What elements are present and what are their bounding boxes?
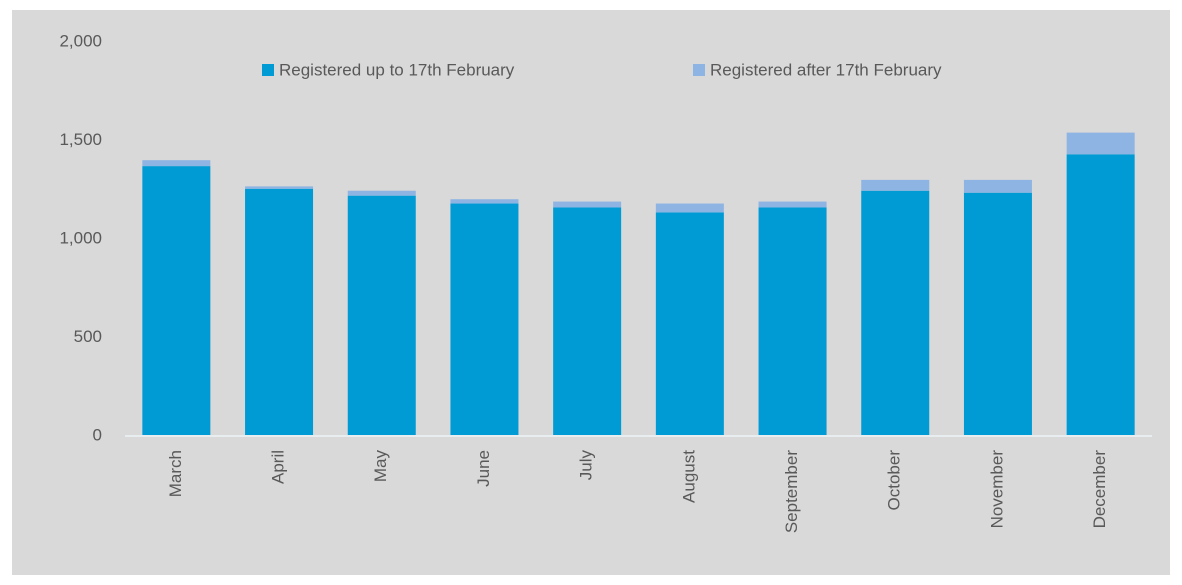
x-tick-label: April [269, 450, 288, 484]
bar-segment [1066, 154, 1135, 437]
bar-segment [347, 190, 416, 196]
y-tick-label: 1,000 [59, 228, 102, 247]
x-tick-label: December [1090, 450, 1109, 529]
legend-label: Registered up to 17th February [279, 60, 515, 79]
bar-segment [553, 201, 622, 208]
bar-segment [861, 190, 930, 436]
x-tick-label: September [782, 450, 801, 533]
bar-segment [758, 207, 827, 436]
bar-segment [142, 166, 211, 437]
bar-segment [963, 179, 1032, 193]
x-tick-label: March [166, 450, 185, 497]
bar-segment [245, 186, 314, 189]
bar-segment [450, 199, 519, 204]
bar-segment [655, 203, 724, 213]
y-tick-label: 2,000 [59, 31, 102, 50]
bar-segment [142, 160, 211, 167]
y-tick-label: 500 [74, 327, 102, 346]
y-tick-label: 0 [93, 425, 102, 444]
bar-segment [245, 188, 314, 436]
bar-segment [861, 179, 930, 191]
legend-swatch [262, 64, 274, 76]
x-tick-label: November [987, 450, 1006, 529]
x-tick-label: August [679, 450, 698, 503]
bar-segment [758, 201, 827, 208]
bar-segment [963, 192, 1032, 436]
x-tick-label: May [371, 450, 390, 483]
bar-segment [347, 195, 416, 436]
x-tick-label: October [885, 450, 904, 511]
bar-segment [553, 207, 622, 436]
bar-segment [655, 212, 724, 436]
legend-swatch [693, 64, 705, 76]
x-tick-label: July [577, 450, 596, 481]
x-tick-label: June [474, 450, 493, 487]
bar-segment [1066, 132, 1135, 155]
bar-segment [450, 203, 519, 436]
legend-label: Registered after 17th February [710, 60, 942, 79]
y-tick-label: 1,500 [59, 130, 102, 149]
